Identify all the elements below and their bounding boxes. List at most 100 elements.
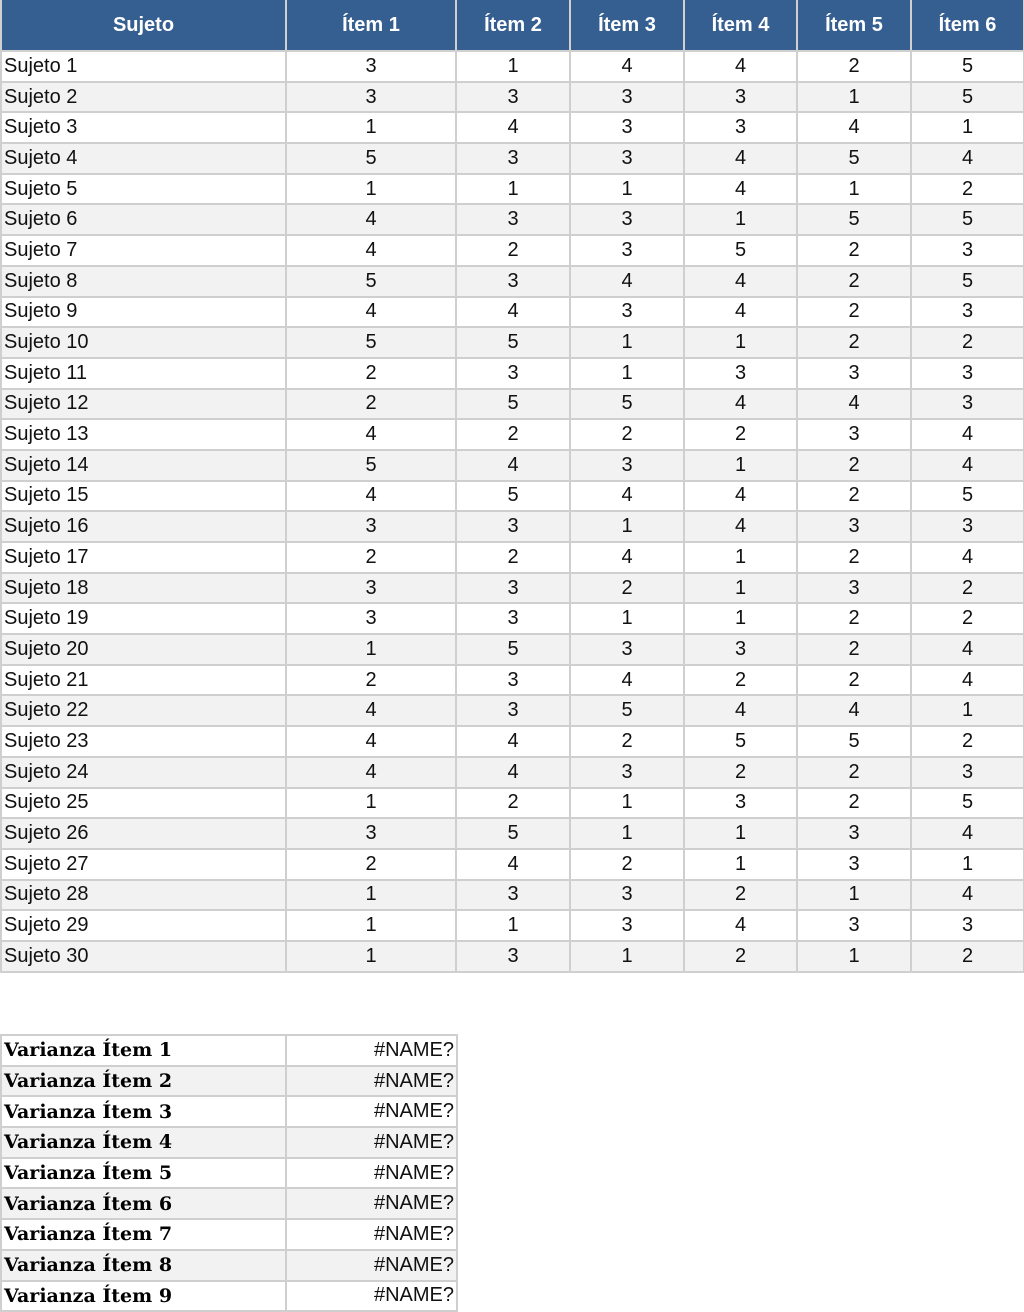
score-cell[interactable]: 1	[569, 786, 685, 820]
score-cell[interactable]: 1	[683, 326, 798, 359]
score-cell[interactable]: 3	[455, 694, 571, 728]
score-cell[interactable]: 2	[285, 387, 457, 421]
score-cell[interactable]: 2	[683, 663, 798, 697]
score-cell[interactable]: 4	[285, 295, 457, 329]
score-cell[interactable]: 3	[683, 786, 798, 820]
variance-value-cell[interactable]: #NAME?	[285, 1034, 458, 1067]
variance-label-cell[interactable]: Varianza Ítem 2	[0, 1064, 287, 1098]
score-cell[interactable]: 2	[455, 786, 571, 820]
score-cell[interactable]: 2	[285, 356, 457, 390]
score-cell[interactable]: 3	[569, 142, 685, 175]
score-cell[interactable]: 1	[569, 817, 685, 850]
score-cell[interactable]: 4	[569, 264, 685, 298]
subject-cell[interactable]: Sujeto 11	[0, 356, 287, 390]
score-cell[interactable]: 4	[455, 725, 571, 758]
score-cell[interactable]: 2	[910, 172, 1024, 206]
score-cell[interactable]: 3	[683, 80, 798, 114]
score-cell[interactable]: 3	[683, 111, 798, 145]
score-cell[interactable]: 3	[455, 571, 571, 605]
score-cell[interactable]: 2	[796, 264, 912, 298]
score-cell[interactable]: 5	[455, 479, 571, 513]
score-cell[interactable]: 4	[455, 448, 571, 482]
column-header-item-3[interactable]: Ítem 3	[569, 0, 685, 52]
score-cell[interactable]: 5	[796, 725, 912, 758]
variance-label-cell[interactable]: Varianza Ítem 4	[0, 1126, 287, 1159]
score-cell[interactable]: 3	[285, 80, 457, 114]
score-cell[interactable]: 4	[910, 878, 1024, 912]
score-cell[interactable]: 3	[796, 571, 912, 605]
score-cell[interactable]: 1	[285, 878, 457, 912]
score-cell[interactable]: 3	[455, 203, 571, 237]
column-header-sujeto[interactable]: Sujeto	[0, 0, 287, 52]
score-cell[interactable]: 1	[683, 847, 798, 881]
score-cell[interactable]: 1	[569, 326, 685, 359]
score-cell[interactable]: 3	[455, 356, 571, 390]
column-header-item-2[interactable]: Ítem 2	[455, 0, 571, 52]
score-cell[interactable]: 5	[910, 50, 1024, 83]
score-cell[interactable]: 1	[569, 356, 685, 390]
subject-cell[interactable]: Sujeto 9	[0, 295, 287, 329]
subject-cell[interactable]: Sujeto 18	[0, 571, 287, 605]
score-cell[interactable]: 3	[569, 755, 685, 789]
score-cell[interactable]: 1	[683, 541, 798, 574]
subject-cell[interactable]: Sujeto 30	[0, 939, 287, 973]
score-cell[interactable]: 3	[569, 111, 685, 145]
subject-cell[interactable]: Sujeto 5	[0, 172, 287, 206]
score-cell[interactable]: 3	[285, 571, 457, 605]
score-cell[interactable]: 1	[683, 571, 798, 605]
score-cell[interactable]: 3	[683, 356, 798, 390]
subject-cell[interactable]: Sujeto 19	[0, 602, 287, 636]
subject-cell[interactable]: Sujeto 22	[0, 694, 287, 728]
variance-value-cell[interactable]: #NAME?	[285, 1248, 458, 1282]
score-cell[interactable]: 2	[796, 786, 912, 820]
column-header-item-4[interactable]: Ítem 4	[683, 0, 798, 52]
score-cell[interactable]: 1	[796, 80, 912, 114]
score-cell[interactable]: 4	[569, 663, 685, 697]
score-cell[interactable]: 3	[910, 356, 1024, 390]
score-cell[interactable]: 1	[455, 909, 571, 942]
score-cell[interactable]: 3	[910, 234, 1024, 267]
subject-cell[interactable]: Sujeto 25	[0, 786, 287, 820]
score-cell[interactable]: 2	[796, 663, 912, 697]
score-cell[interactable]: 3	[796, 817, 912, 850]
score-cell[interactable]: 2	[569, 571, 685, 605]
score-cell[interactable]: 2	[796, 295, 912, 329]
score-cell[interactable]: 4	[285, 234, 457, 267]
score-cell[interactable]: 1	[285, 111, 457, 145]
score-cell[interactable]: 4	[796, 111, 912, 145]
subject-cell[interactable]: Sujeto 29	[0, 909, 287, 942]
score-cell[interactable]: 4	[285, 418, 457, 451]
score-cell[interactable]: 3	[455, 939, 571, 973]
score-cell[interactable]: 1	[569, 939, 685, 973]
score-cell[interactable]: 1	[285, 786, 457, 820]
score-cell[interactable]: 5	[455, 817, 571, 850]
subject-cell[interactable]: Sujeto 27	[0, 847, 287, 881]
score-cell[interactable]: 2	[796, 234, 912, 267]
score-cell[interactable]: 5	[796, 142, 912, 175]
score-cell[interactable]: 3	[796, 356, 912, 390]
score-cell[interactable]: 4	[569, 479, 685, 513]
score-cell[interactable]: 4	[285, 755, 457, 789]
score-cell[interactable]: 3	[569, 80, 685, 114]
score-cell[interactable]: 3	[796, 510, 912, 543]
subject-cell[interactable]: Sujeto 8	[0, 264, 287, 298]
score-cell[interactable]: 2	[455, 418, 571, 451]
score-cell[interactable]: 1	[683, 448, 798, 482]
subject-cell[interactable]: Sujeto 7	[0, 234, 287, 267]
score-cell[interactable]: 2	[285, 663, 457, 697]
score-cell[interactable]: 4	[285, 479, 457, 513]
score-cell[interactable]: 5	[683, 725, 798, 758]
score-cell[interactable]: 3	[455, 510, 571, 543]
score-cell[interactable]: 5	[910, 264, 1024, 298]
subject-cell[interactable]: Sujeto 1	[0, 50, 287, 83]
variance-value-cell[interactable]: #NAME?	[285, 1126, 458, 1159]
score-cell[interactable]: 2	[569, 847, 685, 881]
score-cell[interactable]: 2	[796, 50, 912, 83]
score-cell[interactable]: 4	[683, 264, 798, 298]
subject-cell[interactable]: Sujeto 12	[0, 387, 287, 421]
score-cell[interactable]: 4	[910, 541, 1024, 574]
score-cell[interactable]: 1	[285, 939, 457, 973]
score-cell[interactable]: 1	[285, 909, 457, 942]
score-cell[interactable]: 3	[455, 142, 571, 175]
score-cell[interactable]: 1	[683, 203, 798, 237]
